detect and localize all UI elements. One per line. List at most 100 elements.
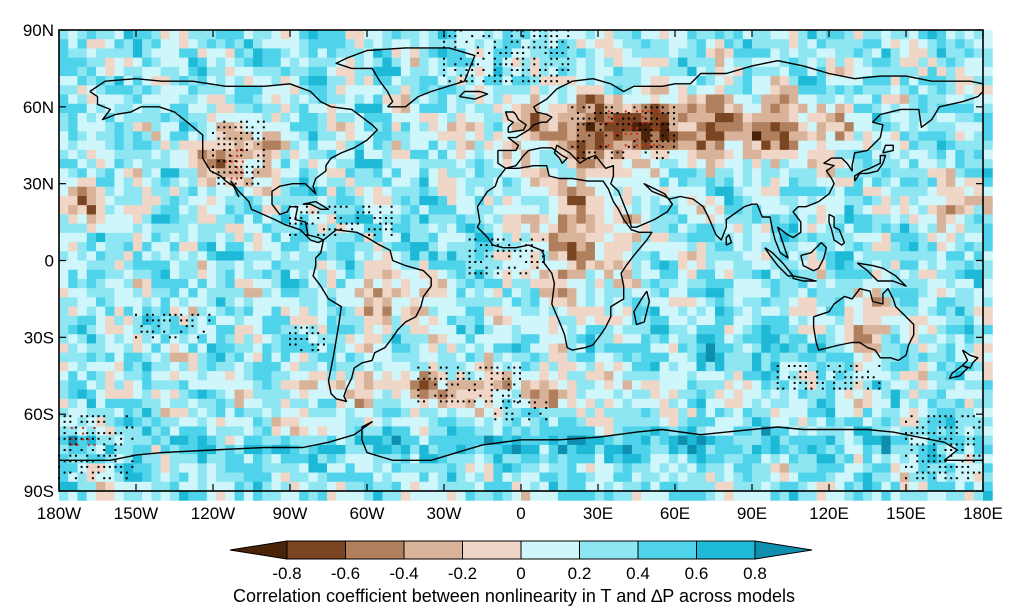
field-cell — [456, 481, 467, 492]
field-cell — [474, 352, 485, 363]
field-cell — [142, 140, 152, 151]
field-cell — [696, 426, 707, 437]
field-cell — [447, 103, 457, 114]
field-cell — [363, 122, 374, 132]
field-cell — [391, 398, 402, 409]
field-cell — [779, 195, 790, 206]
field-cell — [696, 444, 707, 455]
field-cell — [973, 94, 984, 105]
field-cell — [530, 57, 540, 68]
field-cell — [308, 417, 319, 427]
field-cell — [705, 168, 716, 179]
field-cell — [419, 325, 430, 335]
field-cell — [114, 122, 125, 132]
field-cell — [363, 371, 374, 381]
field-cell — [410, 269, 420, 280]
field-cell — [280, 122, 291, 132]
field-cell — [557, 380, 568, 391]
field-cell — [973, 159, 984, 169]
field-cell — [668, 398, 679, 409]
field-cell — [502, 103, 513, 114]
field-cell — [715, 205, 725, 215]
field-cell — [345, 186, 356, 197]
field-cell — [576, 334, 587, 344]
field-cell — [548, 408, 559, 418]
field-cell — [271, 426, 282, 437]
field-cell — [946, 278, 956, 289]
field-cell — [105, 94, 115, 105]
field-cell — [308, 39, 319, 49]
field-cell — [308, 288, 319, 298]
field-cell — [890, 159, 901, 169]
field-cell — [807, 251, 818, 261]
field-cell — [788, 186, 799, 197]
field-cell — [927, 251, 938, 261]
field-cell — [909, 94, 919, 105]
field-cell — [585, 159, 596, 169]
field-cell — [280, 159, 291, 169]
field-cell — [382, 260, 393, 271]
field-cell — [253, 343, 263, 354]
field-cell — [474, 463, 485, 474]
field-cell — [206, 223, 217, 234]
field-cell — [650, 195, 661, 206]
field-cell — [918, 94, 929, 105]
field-cell — [881, 57, 892, 68]
field-cell — [881, 297, 892, 308]
field-cell — [373, 131, 383, 142]
field-cell — [169, 242, 180, 252]
field-cell — [576, 48, 587, 59]
field-cell — [927, 269, 938, 280]
field-cell — [604, 39, 614, 49]
field-cell — [521, 297, 531, 308]
field-cell — [659, 260, 670, 271]
field-cell — [151, 426, 162, 437]
field-cell — [363, 94, 374, 105]
field-cell — [216, 242, 226, 252]
field-cell — [206, 297, 217, 308]
field-cell — [105, 334, 115, 344]
field-cell — [317, 463, 328, 474]
field-cell — [400, 103, 411, 114]
field-cell — [881, 463, 892, 474]
field-cell — [188, 223, 199, 234]
field-cell — [95, 426, 106, 437]
field-cell — [770, 325, 781, 335]
field-cell — [816, 398, 827, 409]
field-cell — [557, 177, 568, 188]
field-cell — [299, 306, 309, 317]
field-cell — [742, 260, 753, 271]
field-cell — [567, 472, 577, 483]
field-cell — [419, 223, 430, 234]
field-cell — [437, 380, 448, 391]
field-cell — [428, 57, 439, 68]
field-cell — [502, 76, 513, 86]
field-cell — [188, 94, 199, 105]
field-cell — [114, 85, 125, 96]
field-cell — [123, 444, 134, 455]
field-cell — [437, 242, 448, 252]
field-cell — [410, 417, 420, 427]
field-cell — [114, 242, 125, 252]
field-cell — [613, 30, 624, 40]
field-cell — [243, 334, 254, 344]
field-cell — [613, 103, 624, 114]
field-cell — [539, 159, 550, 169]
field-cell — [844, 306, 855, 317]
field-cell — [262, 288, 273, 298]
field-cell — [400, 94, 411, 105]
field-cell — [650, 140, 661, 151]
field-cell — [687, 149, 698, 160]
field-cell — [253, 417, 263, 427]
field-cell — [650, 131, 661, 142]
field-cell — [816, 122, 827, 132]
field-cell — [862, 325, 873, 335]
field-cell — [484, 454, 494, 464]
field-cell — [585, 454, 596, 464]
field-cell — [428, 186, 439, 197]
field-cell — [437, 435, 448, 446]
field-cell — [151, 195, 162, 206]
field-cell — [835, 122, 845, 132]
field-cell — [511, 149, 522, 160]
field-cell — [225, 177, 236, 188]
